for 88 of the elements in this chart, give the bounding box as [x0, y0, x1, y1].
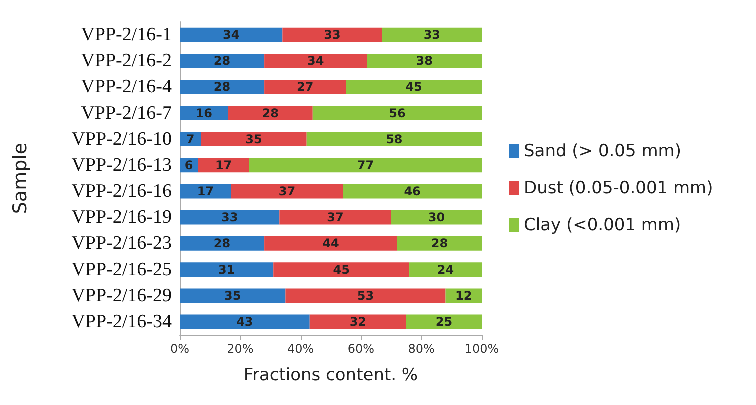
data-label: 38 [416, 54, 433, 68]
data-label: 17 [215, 158, 232, 172]
data-label: 28 [214, 236, 231, 251]
bar [312, 106, 482, 120]
data-label: 33 [324, 28, 341, 42]
data-label: 53 [357, 288, 374, 303]
y-tick-label: VPP-2/16-7 [81, 102, 172, 124]
bar [274, 262, 410, 277]
data-label: 28 [214, 54, 231, 68]
data-label: 31 [218, 262, 236, 277]
y-tick-label: VPP-2/16-4 [81, 76, 172, 98]
bar [264, 54, 368, 68]
bar [180, 236, 265, 251]
bar [201, 132, 307, 147]
y-tick-label: VPP-2/16-29 [72, 285, 172, 306]
data-label: 46 [404, 184, 421, 199]
bar [310, 314, 406, 330]
bar [180, 80, 265, 94]
data-label: 32 [350, 314, 367, 329]
bar [264, 236, 398, 251]
data-label: 45 [333, 262, 350, 277]
data-label: 34 [222, 28, 240, 42]
bar [264, 80, 346, 94]
bar [346, 80, 482, 94]
data-label: 35 [246, 132, 262, 146]
data-label: 58 [386, 132, 403, 146]
y-axis-title: Sample [10, 142, 32, 214]
data-label: 34 [308, 54, 324, 68]
y-tick-label: VPP-2/16-10 [72, 128, 172, 150]
bar [228, 106, 313, 120]
x-tick-label: 80% [408, 342, 435, 356]
data-label: 24 [437, 262, 454, 277]
data-label: 27 [296, 80, 314, 94]
data-label: 33 [221, 210, 238, 225]
y-tick-label: VPP-2/16-1 [81, 24, 172, 46]
y-tick-label: VPP-2/16-34 [72, 311, 172, 332]
bar [180, 28, 283, 42]
data-label: 25 [436, 314, 453, 329]
data-label: 43 [236, 314, 254, 329]
bar [410, 262, 482, 277]
y-tick-label: VPP-2/16-16 [72, 181, 172, 202]
bar [367, 54, 482, 68]
x-tick-label: 20% [227, 342, 254, 356]
bar [343, 184, 482, 199]
data-label: 37 [278, 184, 296, 199]
legend-label: Sand (> 0.05 mm) [524, 142, 682, 162]
x-axis-title: Fractions content. % [244, 366, 418, 386]
bar [180, 54, 265, 68]
x-tick-label: 0% [170, 342, 190, 356]
bar [180, 288, 286, 304]
data-label: 37 [327, 210, 344, 225]
bar [231, 184, 344, 199]
bar [382, 28, 482, 42]
data-label: 33 [424, 28, 441, 42]
data-label: 45 [406, 80, 422, 94]
x-tick-label: 60% [348, 342, 375, 356]
data-label: 28 [431, 236, 448, 251]
data-label: 28 [262, 106, 279, 120]
bar [180, 210, 280, 225]
x-tick-label: 100% [464, 342, 500, 356]
data-label: 44 [322, 236, 340, 251]
data-label: 17 [197, 184, 214, 199]
bar [286, 288, 446, 304]
data-label: 35 [224, 288, 242, 303]
data-label: 28 [214, 80, 231, 94]
bar [249, 158, 482, 173]
data-label: 16 [196, 106, 213, 120]
y-tick-label: VPP-2/16-2 [81, 50, 172, 72]
data-label: 77 [357, 158, 374, 172]
bar [306, 132, 482, 147]
data-label: 30 [428, 210, 446, 225]
y-tick-label: VPP-2/16-23 [72, 233, 172, 254]
data-label: 56 [389, 106, 406, 120]
bar [397, 236, 482, 251]
bar [180, 314, 310, 330]
data-label: 7 [186, 132, 195, 146]
y-tick-label: VPP-2/16-13 [72, 154, 172, 176]
data-label: 12 [456, 288, 472, 303]
x-tick-label: 40% [287, 342, 314, 356]
y-tick-label: VPP-2/16-25 [72, 259, 172, 280]
legend-label: Clay (<0.001 mm) [524, 216, 682, 236]
bar [280, 210, 392, 225]
data-label: 6 [184, 158, 194, 172]
bar [282, 28, 382, 42]
bar [180, 262, 274, 277]
bar [391, 210, 482, 225]
legend-label: Dust (0.05-0.001 mm) [524, 178, 714, 198]
y-tick-label: VPP-2/16-19 [72, 207, 172, 228]
